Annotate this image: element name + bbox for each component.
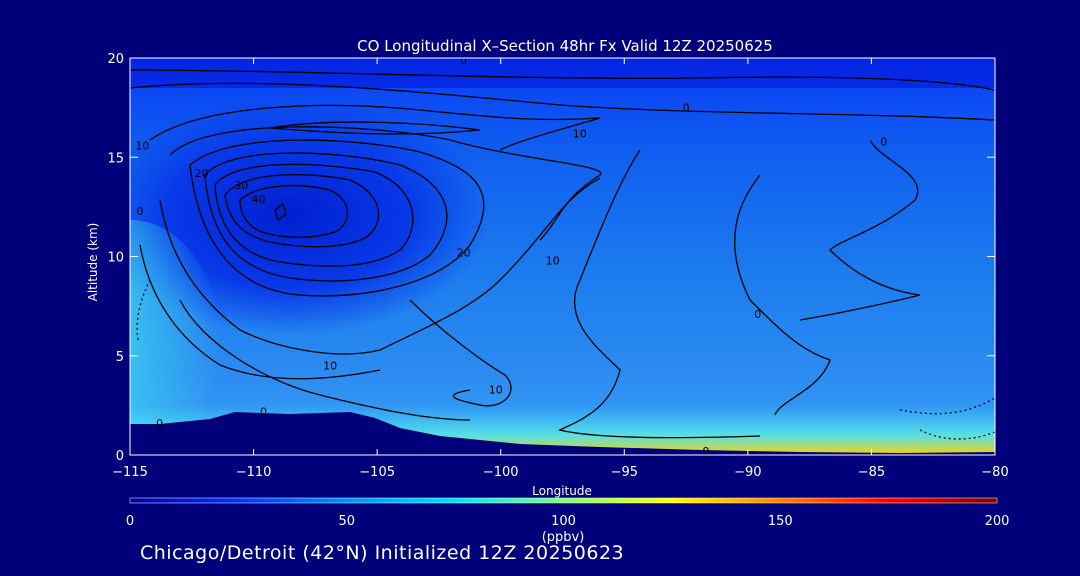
terrain (130, 412, 995, 455)
contour-label: 20 (195, 167, 209, 180)
contour-lines (130, 69, 995, 440)
x-tick-label: −115 (112, 465, 148, 480)
contour-label: 0 (754, 308, 761, 321)
footer-text: Chicago/Detroit (42°N) Initialized 12Z 2… (140, 542, 625, 564)
y-tick-label: 15 (107, 151, 124, 166)
contour-label: 0 (460, 54, 467, 67)
x-tick-label: −110 (236, 465, 272, 480)
y-tick-label: 0 (116, 449, 124, 464)
contour-label: 0 (260, 405, 267, 418)
colorbar-tick-label: 200 (985, 514, 1010, 529)
contour-label: 20 (457, 247, 471, 260)
colorbar-gradient (129, 497, 998, 504)
y-tick-label: 10 (107, 251, 124, 266)
contour-label: 40 (252, 193, 266, 206)
x-tick-label: −105 (359, 465, 395, 480)
contour-label: 0 (880, 135, 887, 148)
y-tick-label: 5 (116, 350, 124, 365)
contour-label: 10 (573, 127, 587, 140)
colorbar: 0 50 100 150 200 (ppbv) (126, 497, 1010, 545)
x-tick-label: −95 (611, 465, 638, 480)
colorbar-tick-label: 150 (768, 514, 793, 529)
x-tick-label: −90 (734, 465, 761, 480)
colorbar-ticks: 0 50 100 150 200 (126, 514, 1010, 529)
contour-label: 30 (234, 179, 248, 192)
contour-label: 0 (702, 445, 709, 458)
contour-label: 10 (323, 360, 337, 373)
plot-area: 0 0 10 0 10 20 30 40 0 20 10 0 10 10 0 0 0 (130, 54, 995, 458)
colorbar-label: (ppbv) (542, 530, 585, 545)
contour-label: 0 (136, 205, 143, 218)
x-tick-label: −85 (858, 465, 885, 480)
x-tick-label: −100 (483, 465, 519, 480)
contour-label: 0 (683, 102, 690, 115)
colorbar-tick-label: 100 (551, 514, 576, 529)
y-axis: 0 5 10 15 20 (107, 52, 995, 464)
y-tick-label: 20 (107, 52, 124, 67)
upper-band (130, 58, 995, 88)
x-axis: −115 −110 −105 −100 −95 −90 −85 −80 (112, 58, 1009, 480)
x-tick-label: −80 (981, 465, 1008, 480)
x-axis-label: Longitude (532, 484, 592, 498)
contour-labels: 0 0 10 0 10 20 30 40 0 20 10 0 10 10 0 0 0 (135, 54, 887, 458)
surface-maximum (130, 220, 220, 455)
y-axis-label: Altitude (km) (86, 223, 100, 302)
contour-label: 10 (546, 254, 560, 267)
colorbar-tick-label: 50 (338, 514, 355, 529)
contour-label: 10 (489, 383, 503, 396)
colorbar-tick-label: 0 (126, 514, 134, 529)
contour-label: 0 (156, 417, 163, 430)
contour-label: 10 (135, 139, 149, 152)
co-plume (130, 95, 490, 335)
chart-title: CO Longitudinal X–Section 48hr Fx Valid … (357, 37, 773, 55)
